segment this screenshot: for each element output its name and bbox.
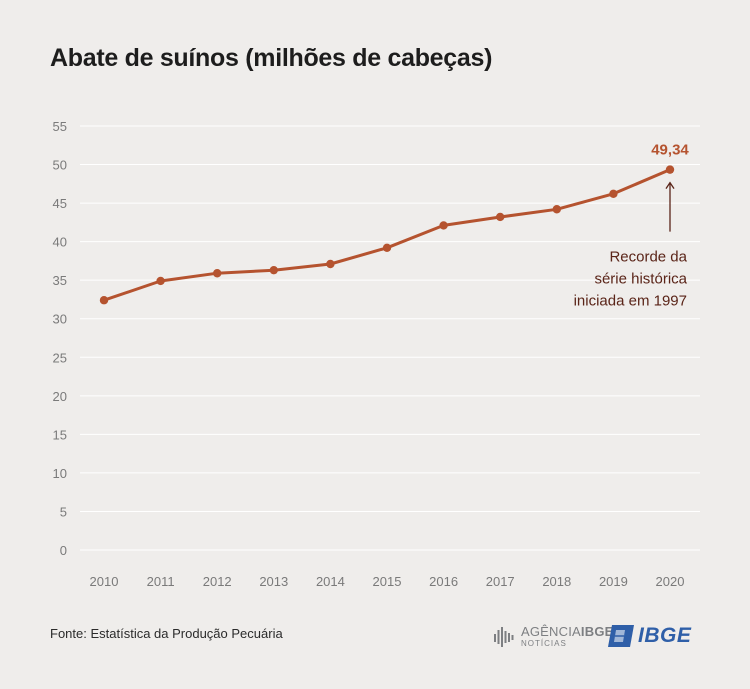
x-tick-label: 2019 <box>599 574 628 589</box>
ibge-logo: IBGE <box>608 624 691 648</box>
y-tick-labels: 0 5 10 15 20 25 30 35 40 45 50 55 <box>53 119 67 558</box>
data-point <box>156 276 165 286</box>
y-tick-label: 0 <box>60 543 67 558</box>
x-tick-label: 2013 <box>259 574 288 589</box>
x-tick-labels: 2010 2011 2012 2013 2014 2015 2016 2017 2018 2019… <box>90 574 685 589</box>
y-tick-label: 45 <box>53 196 67 211</box>
annotation-line: Recorde da <box>609 249 687 266</box>
y-tick-label: 15 <box>53 427 67 442</box>
data-point <box>552 205 561 214</box>
chart-title: Abate de suínos (milhões de cabeças) <box>50 44 493 72</box>
x-tick-label: 2018 <box>542 574 571 589</box>
annotation-line: série histórica <box>594 271 687 288</box>
x-tick-label: 2012 <box>203 574 232 589</box>
x-tick-label: 2010 <box>90 574 119 589</box>
data-point <box>269 265 278 275</box>
x-tick-label: 2017 <box>486 574 515 589</box>
y-tick-label: 35 <box>53 273 67 288</box>
x-tick-label: 2014 <box>316 574 345 589</box>
grid <box>80 125 700 551</box>
x-tick-label: 2011 <box>147 574 175 589</box>
data-point <box>496 212 505 222</box>
agencia-ibge-text: IBGE <box>580 624 614 639</box>
agencia-ibge-logo: AGÊNCIAIBGE NOTÍCIAS <box>493 625 614 648</box>
data-point <box>439 221 448 230</box>
equalizer-icon <box>494 626 514 647</box>
data-point <box>382 243 392 253</box>
ibge-wordmark: IBGE <box>638 624 692 647</box>
x-tick-label: 2020 <box>656 574 685 589</box>
annotation-arrow-head <box>665 181 675 189</box>
data-point <box>665 165 675 174</box>
data-points <box>99 165 675 305</box>
ibge-mark-icon <box>608 625 634 647</box>
y-tick-label: 55 <box>53 119 67 134</box>
agencia-text: AGÊNCIA <box>521 624 581 639</box>
y-tick-label: 40 <box>53 235 67 250</box>
data-point <box>326 259 335 269</box>
y-tick-label: 10 <box>53 466 67 481</box>
data-point <box>609 189 618 199</box>
y-tick-label: 30 <box>53 312 67 327</box>
data-point <box>213 269 222 278</box>
y-tick-label: 50 <box>53 158 67 173</box>
x-tick-label: 2015 <box>373 574 402 589</box>
x-tick-label: 2016 <box>429 574 458 589</box>
y-tick-label: 20 <box>53 389 67 404</box>
data-point <box>99 296 109 305</box>
y-tick-label: 25 <box>53 350 67 365</box>
annotation-line: iniciada em 1997 <box>574 293 687 310</box>
y-tick-label: 5 <box>60 504 67 519</box>
agencia-noticias-text: NOTÍCIAS <box>521 639 567 648</box>
record-value-label: 49,34 <box>651 142 689 159</box>
source-note: Fonte: Estatística da Produção Pecuária <box>50 626 283 641</box>
